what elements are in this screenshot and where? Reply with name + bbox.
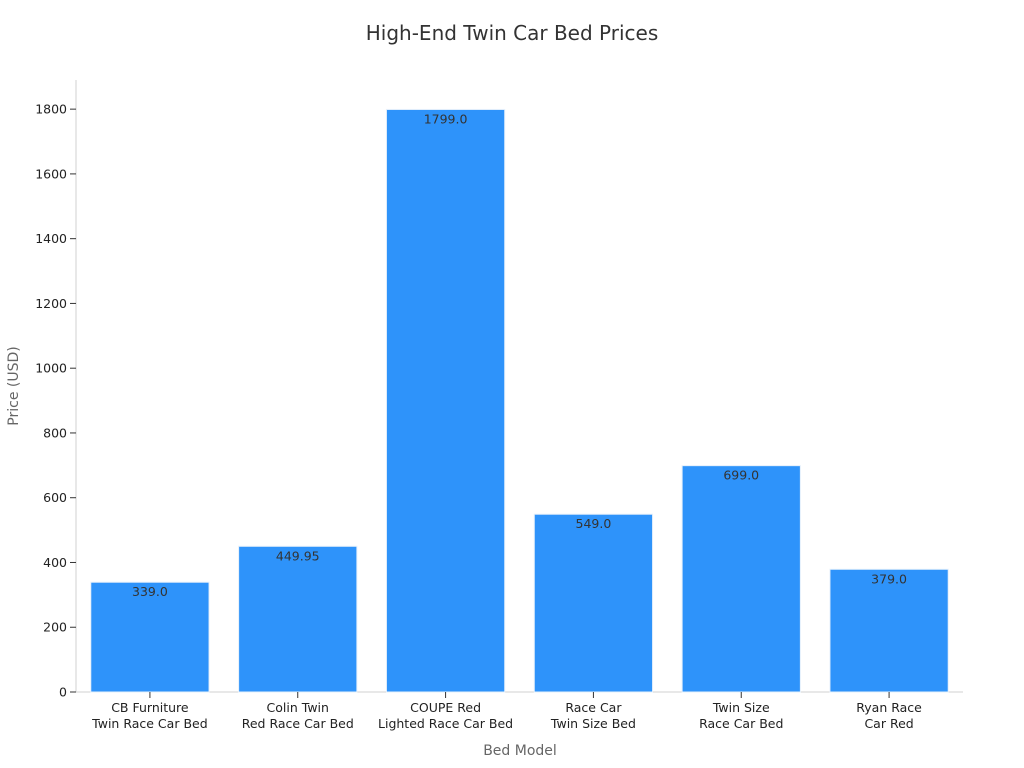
x-tick-label: Lighted Race Car Bed — [378, 716, 513, 731]
y-tick-label: 1800 — [35, 102, 67, 117]
y-tick-label: 1000 — [35, 361, 67, 376]
y-axis-title: Price (USD) — [6, 346, 22, 425]
bar-value-label: 549.0 — [576, 516, 612, 531]
y-tick-label: 1400 — [35, 231, 67, 246]
y-tick-label: 800 — [43, 425, 67, 440]
bar-value-label: 699.0 — [723, 468, 759, 483]
bar — [681, 465, 801, 693]
x-tick-label: Twin Size Bed — [550, 716, 636, 731]
x-tick-label: Twin Size — [712, 700, 770, 715]
x-tick-label: Red Race Car Bed — [242, 716, 354, 731]
y-tick-labels: 0 200 400 600 800 1000 1200 1400 1600 1800 — [35, 102, 76, 700]
y-tick-label: 0 — [59, 685, 67, 700]
x-tick-label: CB Furniture — [111, 700, 189, 715]
bar — [829, 568, 949, 693]
x-tick-label: Race Car Bed — [699, 716, 783, 731]
x-tick-label: Colin Twin — [267, 700, 329, 715]
x-axis-title: Bed Model — [483, 743, 557, 759]
x-tick-label: Ryan Race — [856, 700, 922, 715]
y-tick-label: 600 — [43, 490, 67, 505]
bar-value-label: 379.0 — [871, 571, 907, 586]
y-tick-label: 1600 — [35, 166, 67, 181]
bar — [90, 581, 210, 693]
axes — [75, 80, 963, 693]
x-tick-label: COUPE Red — [410, 700, 481, 715]
bar — [238, 545, 358, 693]
y-tick-label: 400 — [43, 555, 67, 570]
bars: 339.0 449.95 1799.0 549.0 699.0 379.0 — [90, 108, 949, 693]
bar — [385, 108, 506, 693]
y-tick-label: 200 — [43, 620, 67, 635]
x-tick-label: Car Red — [864, 716, 913, 731]
y-tick-label: 1200 — [35, 296, 67, 311]
x-tick-label: Twin Race Car Bed — [91, 716, 207, 731]
bar — [533, 513, 654, 693]
x-tick-label: Race Car — [565, 700, 622, 715]
bar-value-label: 1799.0 — [424, 111, 468, 126]
bar-value-label: 449.95 — [276, 548, 320, 563]
chart-title: High-End Twin Car Bed Prices — [366, 21, 659, 45]
bar-value-label: 339.0 — [132, 584, 168, 599]
